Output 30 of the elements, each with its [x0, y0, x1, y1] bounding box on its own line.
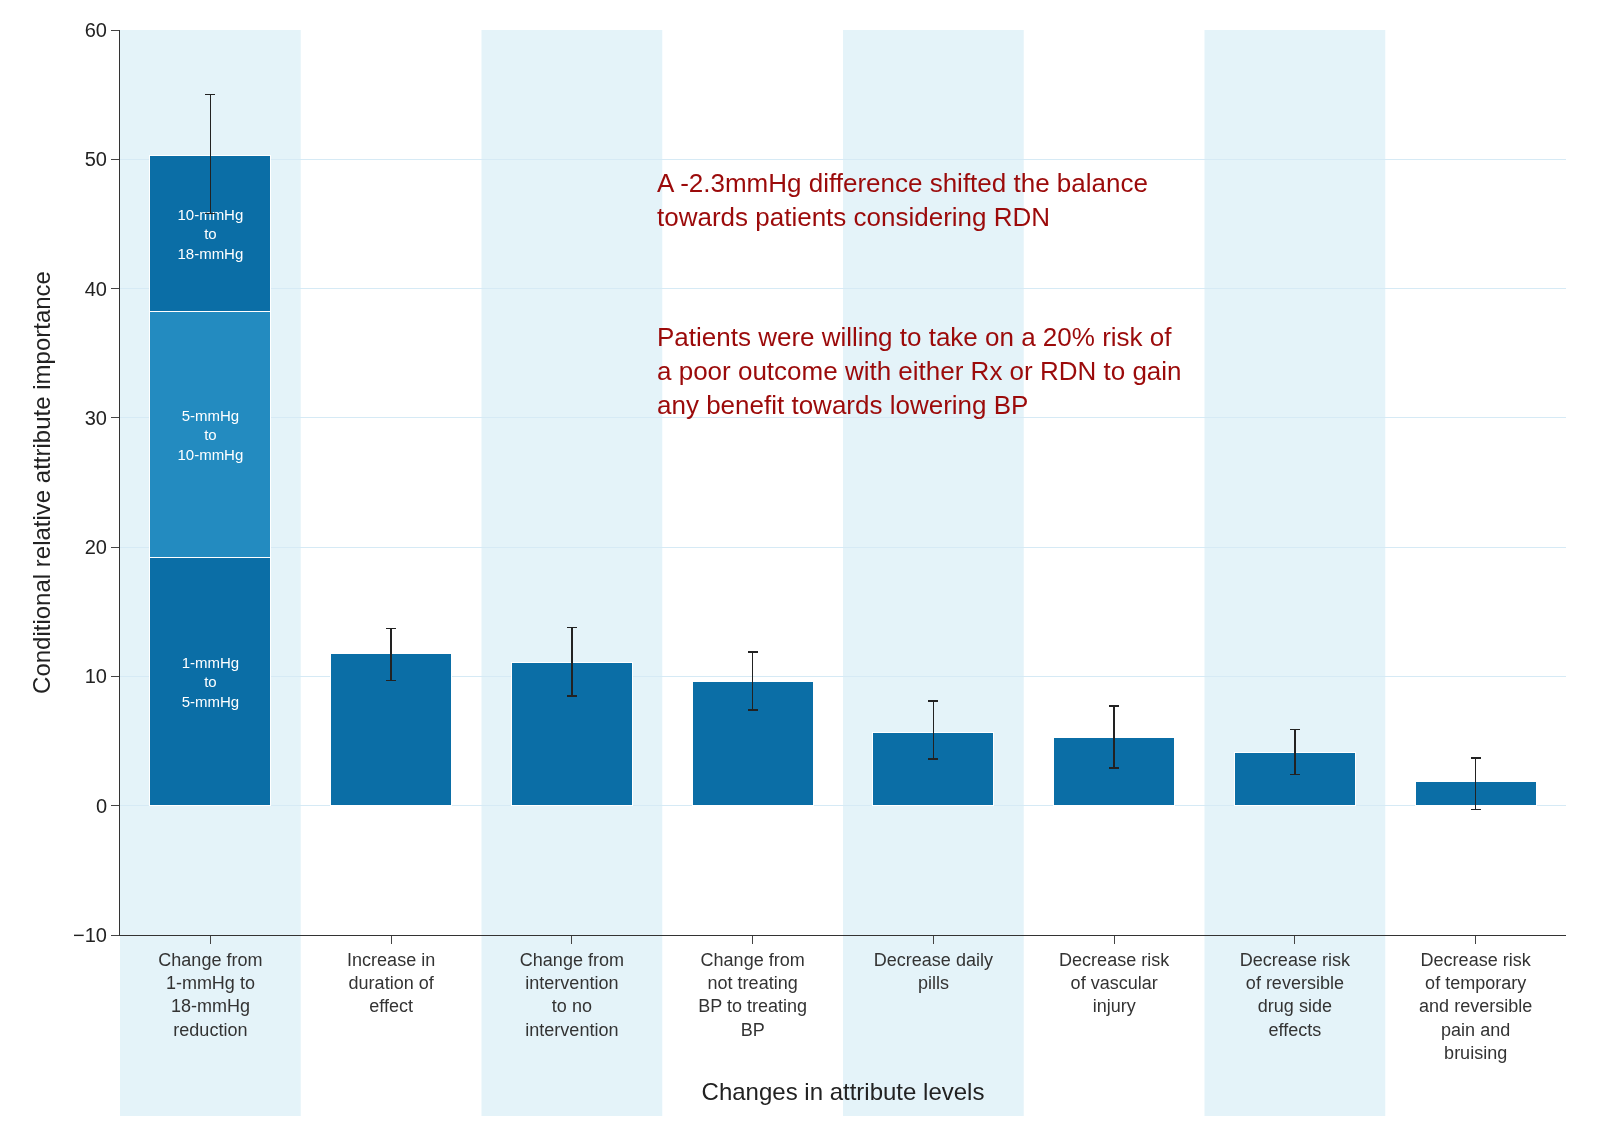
bar: [1414, 780, 1537, 807]
y-axis-title: Conditional relative attribute importance: [28, 271, 56, 694]
x-tick-label: Change from intervention to no intervention: [519, 949, 624, 1040]
x-tick-label: Decrease risk of reversible drug side effects: [1239, 949, 1351, 1040]
series-label: 1-mmHg to 5-mmHg: [181, 653, 240, 710]
series-label: 5-mmHg to 10-mmHg: [177, 406, 244, 463]
x-axis-title: Changes in attribute levels: [701, 1077, 985, 1105]
bar: [691, 681, 814, 807]
bar: [330, 652, 453, 807]
x-tick-label: Change from not treating BP to treating BP: [698, 949, 808, 1040]
bar: [1053, 736, 1176, 807]
annotation: A -2.3mmHg difference shifted the balance towards patients considering RDN: [657, 168, 1148, 232]
y-tick-label: 0: [95, 794, 107, 817]
bar: [872, 731, 995, 807]
x-tick-label: Decrease risk of temporary and reversible pain and bruising: [1419, 949, 1533, 1064]
y-tick-label: 40: [84, 277, 107, 300]
x-tick-label: Decrease risk of vascular injury: [1059, 949, 1171, 1017]
y-tick-label: −10: [73, 924, 107, 946]
y-tick-label: 10: [84, 665, 107, 688]
y-tick-label: 20: [84, 536, 107, 559]
y-tick-label: 30: [84, 406, 107, 429]
annotation: Patients were willing to take on a 20% risk of a poor outcome with either Rx or RDN to gain any benefit towards lowering BP: [657, 322, 1182, 420]
x-tick-label: Increase in duration of effect: [347, 949, 436, 1017]
x-tick-label: Decrease daily pills: [873, 949, 993, 993]
x-tick-label: Change from 1-mmHg to 18-mmHg reduction: [158, 949, 263, 1040]
bar: [1233, 752, 1356, 807]
bar: [510, 661, 633, 807]
y-tick-label: 50: [84, 148, 107, 171]
series-label: 10-mmHg to 18-mmHg: [177, 205, 244, 262]
y-tick-label: 60: [84, 19, 107, 41]
